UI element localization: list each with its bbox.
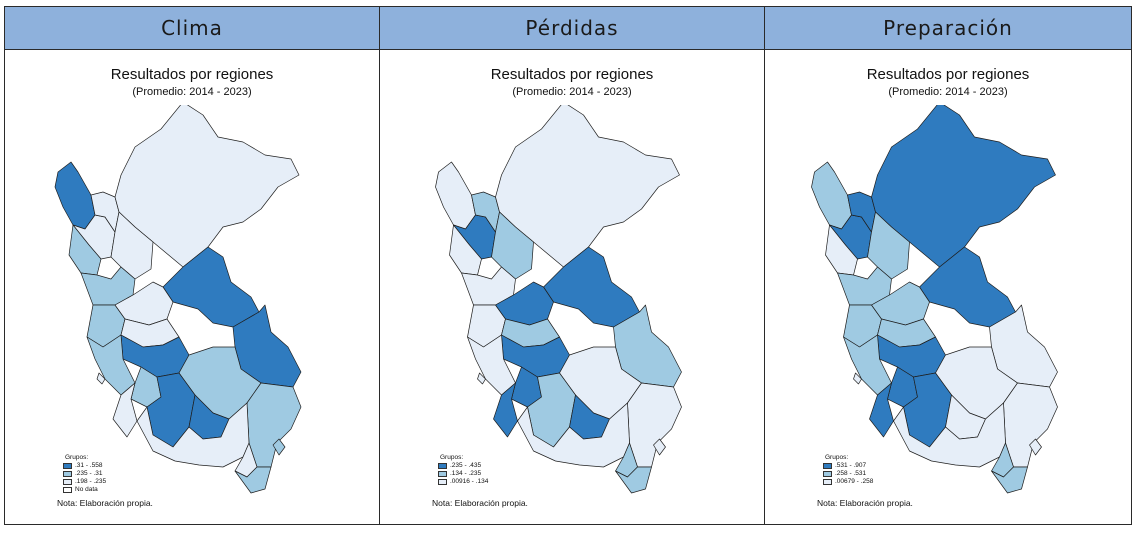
region-arequipa (136, 402, 250, 468)
legend-label: .00916 - .134 (450, 478, 489, 485)
region-san-martin (867, 211, 910, 280)
legend-swatch (63, 463, 72, 469)
legend-label: .134 - .235 (450, 470, 482, 477)
source-note: Nota: Elaboración propia. (432, 498, 528, 508)
region-tumbes-piura (811, 161, 852, 230)
region-tacna (615, 466, 652, 494)
legend-swatch (823, 463, 832, 469)
header-row: Clima Pérdidas Preparación (5, 7, 1131, 50)
legend-item: .198 - .235 (63, 478, 106, 486)
legend-title: Grupos: (825, 454, 849, 461)
legend-item: No data (63, 486, 106, 494)
legend-item: .134 - .235 (438, 470, 488, 478)
legend-label: No data (75, 486, 98, 493)
legend-item: .258 - .531 (823, 470, 873, 478)
peru-choropleth-map (54, 105, 302, 494)
source-note: Nota: Elaboración propia. (817, 498, 913, 508)
legend-item: .235 - .435 (438, 462, 488, 470)
legend-label: .235 - .435 (450, 462, 482, 469)
legend-label: .235 - .31 (75, 470, 103, 477)
panel-clima: Resultados por regiones (Promedio: 2014 -… (5, 50, 379, 524)
map-legend: Grupos: .531 - .907.258 - .531.00679 - .2… (823, 454, 873, 486)
legend-item: .00679 - .258 (823, 478, 873, 486)
region-puno (627, 382, 682, 468)
region-callao (853, 372, 862, 385)
region-lake-titicaca (1029, 438, 1042, 456)
panels-row: Resultados por regiones (Promedio: 2014 -… (5, 50, 1131, 524)
map-title: Resultados por regiones (490, 66, 654, 83)
peru-choropleth-map (435, 105, 682, 494)
map-subtitle: (Promedio: 2014 - 2023) (132, 86, 252, 98)
legend-label: .31 - .558 (75, 462, 103, 469)
legend-swatch (823, 479, 832, 485)
region-loreto (495, 105, 680, 268)
legend-title: Grupos: (440, 454, 464, 461)
panel-perdidas: Resultados por regiones (Promedio: 2014 -… (379, 50, 764, 524)
legend-label: .198 - .235 (75, 478, 107, 485)
header-clima: Clima (161, 16, 223, 40)
map-subtitle: (Promedio: 2014 - 2023) (512, 86, 632, 98)
region-arequipa (893, 402, 1006, 468)
legend-item: .31 - .558 (63, 462, 106, 470)
legend-swatch (63, 471, 72, 477)
region-callao (96, 372, 106, 385)
legend-swatch (438, 463, 447, 469)
region-loreto (114, 105, 300, 268)
region-loreto (871, 105, 1056, 268)
header-perdidas: Pérdidas (379, 7, 764, 49)
region-arequipa (517, 402, 630, 468)
legend-swatch (823, 471, 832, 477)
map-title: Resultados por regiones (110, 66, 274, 83)
legend-item: .531 - .907 (823, 462, 873, 470)
figure-frame: Clima Pérdidas Preparación Resultados po… (4, 6, 1132, 525)
region-callao (477, 372, 486, 385)
map-title: Resultados por regiones (866, 66, 1030, 83)
legend-label: .258 - .531 (835, 470, 867, 477)
map-legend: Grupos: .31 - .558.235 - .31.198 - .235 No… (63, 454, 106, 494)
map-subtitle: (Promedio: 2014 - 2023) (888, 86, 1008, 98)
legend-item: .00916 - .134 (438, 478, 488, 486)
source-note: Nota: Elaboración propia. (57, 498, 153, 508)
legend-swatch (438, 479, 447, 485)
region-san-martin (110, 211, 154, 280)
legend-swatch (63, 479, 72, 485)
region-tumbes-piura (435, 161, 476, 230)
header-preparacion: Preparación (764, 7, 1131, 49)
region-lake-titicaca (653, 438, 666, 456)
legend-title: Grupos: (65, 454, 89, 461)
legend-label: .531 - .907 (835, 462, 867, 469)
region-tacna (234, 466, 272, 494)
region-tumbes-piura (54, 161, 96, 230)
legend-label: .00679 - .258 (835, 478, 874, 485)
legend-swatch (438, 471, 447, 477)
region-puno (1003, 382, 1058, 468)
map-legend: Grupos: .235 - .435.134 - .235.00916 - .1… (438, 454, 488, 486)
region-lake-titicaca (272, 438, 286, 456)
panel-preparacion: Resultados por regiones (Promedio: 2014 -… (764, 50, 1131, 524)
region-san-martin (491, 211, 534, 280)
legend-swatch (63, 487, 72, 493)
peru-choropleth-map (811, 105, 1058, 494)
region-puno (246, 382, 302, 468)
legend-item: .235 - .31 (63, 470, 106, 478)
region-tacna (991, 466, 1028, 494)
